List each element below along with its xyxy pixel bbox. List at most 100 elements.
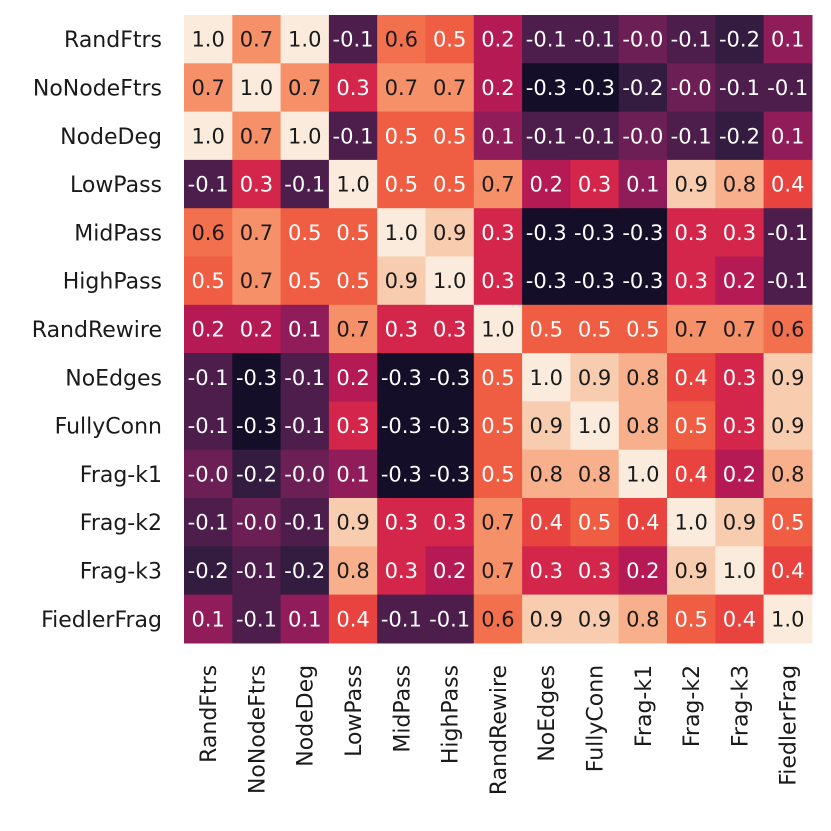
cell-value-label: -0.3 <box>526 269 567 293</box>
cell-value-label: -0.0 <box>236 511 277 535</box>
heatmap-cell-fullyconn-frag-k2 <box>667 401 716 451</box>
cell-value-label: 0.3 <box>674 269 707 293</box>
heatmap-cell-frag-k1-highpass <box>425 449 475 499</box>
cell-value-label: 1.0 <box>674 511 707 535</box>
row-label-nonodeftrs: NoNodeFtrs <box>33 76 162 101</box>
heatmap-cell-lowpass-fiedlerfrag <box>763 159 813 209</box>
cell-value-label: 0.3 <box>336 76 369 100</box>
cell-value-label: -0.1 <box>767 269 808 293</box>
cell-value-label: 0.5 <box>674 414 707 438</box>
heatmap-cell-fullyconn-randftrs <box>184 401 233 451</box>
heatmap-cell-midpass-randftrs <box>184 208 233 258</box>
heatmap-cell-midpass-frag-k2 <box>667 208 716 258</box>
cell-value-label: 0.5 <box>530 317 563 341</box>
heatmap-cell-frag-k2-nonodeftrs <box>232 498 282 547</box>
heatmap-cell-frag-k3-frag-k1 <box>618 546 668 596</box>
heatmap-cell-frag-k2-lowpass <box>328 498 378 547</box>
cell-value-label: 0.4 <box>674 462 707 486</box>
row-label-randftrs: RandFtrs <box>64 28 162 53</box>
heatmap-cell-lowpass-fullyconn <box>570 159 620 209</box>
heatmap-cell-frag-k1-nonodeftrs <box>232 449 282 499</box>
cell-value-label: 0.6 <box>771 317 804 341</box>
heatmap-cell-randftrs-lowpass <box>328 15 378 64</box>
cell-value-label: 1.0 <box>336 173 369 197</box>
heatmap-cell-nonodeftrs-nonodeftrs <box>232 63 282 113</box>
cell-value-label: -0.1 <box>526 124 567 148</box>
cell-value-label: -0.1 <box>767 76 808 100</box>
cell-value-label: 0.4 <box>771 173 804 197</box>
cell-value-label: 0.9 <box>674 173 707 197</box>
cell-value-label: -0.2 <box>284 559 325 583</box>
heatmap-cell-highpass-noedges <box>522 256 571 306</box>
cell-value-label: 0.3 <box>240 173 273 197</box>
col-label-lowpass: LowPass <box>342 665 367 757</box>
cell-value-label: -0.3 <box>526 221 567 245</box>
cell-value-label: 0.3 <box>433 317 466 341</box>
cell-value-label: 0.7 <box>674 317 707 341</box>
cell-value-label: 1.0 <box>626 462 659 486</box>
row-label-frag-k1: Frag-k1 <box>80 463 162 488</box>
row-label-frag-k2: Frag-k2 <box>80 511 162 536</box>
row-label-lowpass: LowPass <box>70 173 162 198</box>
cell-value-label: 0.5 <box>433 173 466 197</box>
heatmap-cell-nodedeg-frag-k1 <box>618 111 668 161</box>
heatmap-cell-frag-k3-nodedeg <box>280 546 330 596</box>
cell-value-label: 0.5 <box>674 607 707 631</box>
cell-value-label: 0.8 <box>336 559 369 583</box>
heatmap-cell-randrewire-randrewire <box>473 304 523 354</box>
cell-value-label: 0.3 <box>530 559 563 583</box>
cell-value-label: -0.2 <box>236 462 277 486</box>
heatmap-cell-midpass-frag-k1 <box>618 208 668 258</box>
col-label-noedges: NoEdges <box>535 665 560 762</box>
cell-value-label: 0.7 <box>481 173 514 197</box>
cell-value-label: 0.7 <box>481 511 514 535</box>
heatmap-cell-noedges-midpass <box>377 353 427 402</box>
heatmap-cell-fullyconn-frag-k1 <box>618 401 668 451</box>
cell-value-label: -0.3 <box>236 366 277 390</box>
heatmap-cell-frag-k1-randrewire <box>473 449 523 499</box>
cell-value-label: 0.7 <box>240 124 273 148</box>
cell-value-label: 0.2 <box>723 269 756 293</box>
cell-value-label: 0.2 <box>723 462 756 486</box>
heatmap-cell-frag-k3-randrewire <box>473 546 523 596</box>
cell-value-label: 0.3 <box>481 269 514 293</box>
heatmap-cell-highpass-frag-k2 <box>667 256 716 306</box>
cell-value-label: 0.8 <box>626 607 659 631</box>
heatmap-cell-randftrs-midpass <box>377 15 427 64</box>
cell-value-label: -0.3 <box>236 414 277 438</box>
heatmap-cell-frag-k1-frag-k3 <box>715 449 765 499</box>
cell-value-label: 0.9 <box>578 607 611 631</box>
cell-value-label: 0.9 <box>336 511 369 535</box>
cell-value-label: -0.3 <box>429 366 470 390</box>
heatmap-cell-randftrs-frag-k1 <box>618 15 668 64</box>
cell-value-label: 0.7 <box>385 76 418 100</box>
heatmap-cell-randrewire-frag-k2 <box>667 304 716 354</box>
heatmap-cell-highpass-fiedlerfrag <box>763 256 813 306</box>
heatmap-cell-randrewire-frag-k3 <box>715 304 765 354</box>
heatmap-cell-nodedeg-nodedeg <box>280 111 330 161</box>
cell-value-label: 0.5 <box>191 269 224 293</box>
cell-value-label: 0.9 <box>674 559 707 583</box>
cell-value-label: -0.2 <box>622 76 663 100</box>
heatmap-cell-highpass-midpass <box>377 256 427 306</box>
heatmap-cell-frag-k2-fiedlerfrag <box>763 498 813 547</box>
heatmap-cell-fiedlerfrag-nonodeftrs <box>232 594 282 644</box>
cell-value-label: 0.1 <box>481 124 514 148</box>
heatmap-cell-randrewire-nodedeg <box>280 304 330 354</box>
heatmap-cell-frag-k2-nodedeg <box>280 498 330 547</box>
cell-value-label: 0.7 <box>481 559 514 583</box>
heatmap-cell-highpass-highpass <box>425 256 475 306</box>
heatmap-cell-frag-k2-randftrs <box>184 498 233 547</box>
heatmap-cell-randftrs-fiedlerfrag <box>763 15 813 64</box>
heatmap-cell-randrewire-lowpass <box>328 304 378 354</box>
heatmap-cell-noedges-fiedlerfrag <box>763 353 813 402</box>
heatmap-cell-frag-k1-fiedlerfrag <box>763 449 813 499</box>
cell-value-label: 0.8 <box>578 462 611 486</box>
cell-value-label: 0.4 <box>530 511 563 535</box>
cell-value-label: 0.9 <box>723 511 756 535</box>
heatmap-cell-frag-k3-randftrs <box>184 546 233 596</box>
heatmap-cell-fullyconn-midpass <box>377 401 427 451</box>
cell-value-label: -0.3 <box>381 462 422 486</box>
cell-value-label: 0.5 <box>626 317 659 341</box>
cell-value-label: -0.1 <box>188 173 229 197</box>
